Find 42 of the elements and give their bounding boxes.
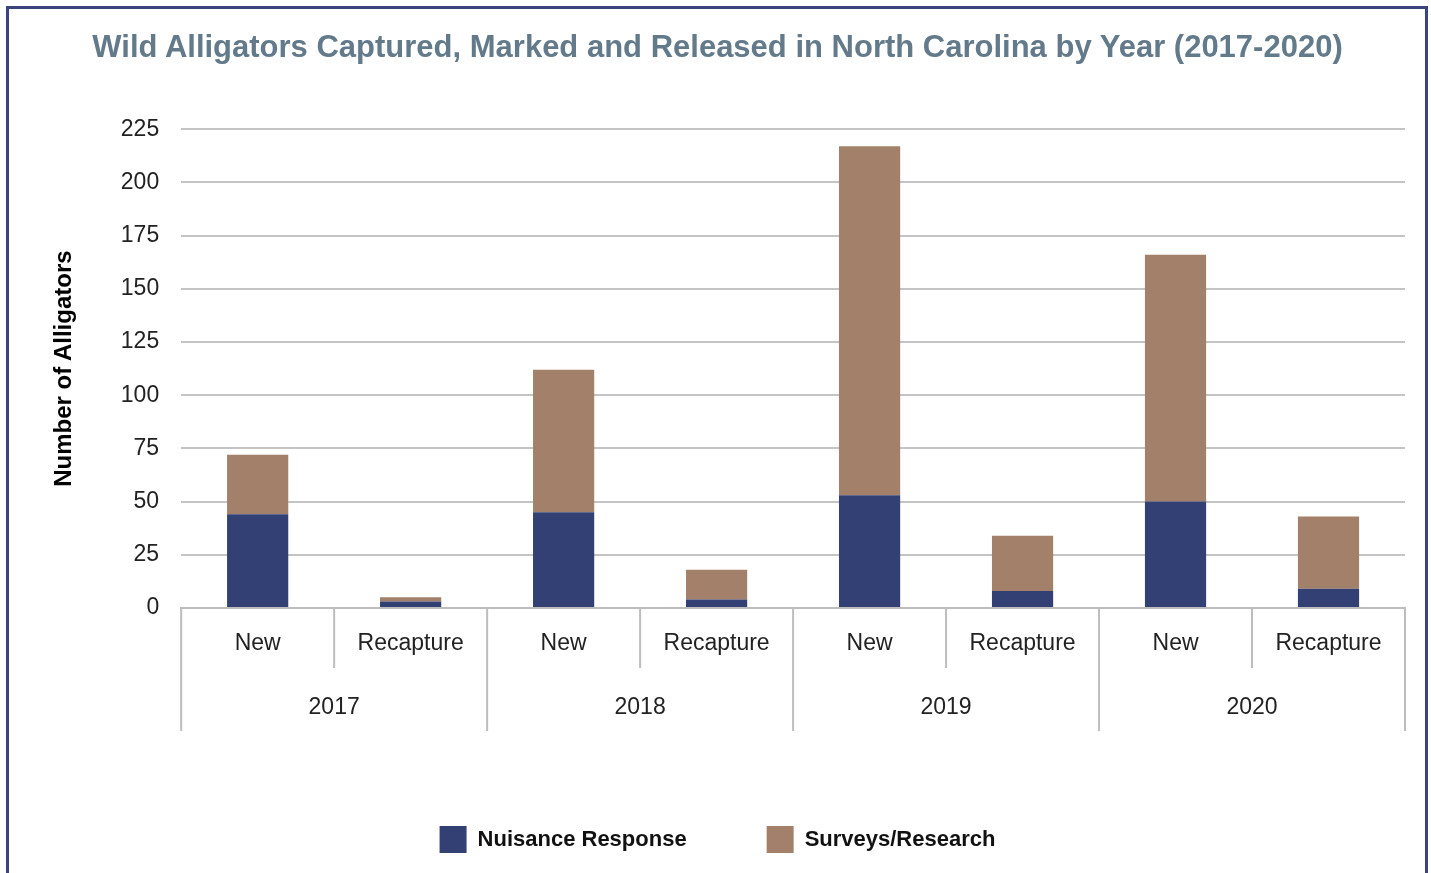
x-tick-label: New: [1152, 629, 1199, 656]
bar: [1144, 501, 1207, 607]
x-tick-label: New: [540, 629, 588, 656]
y-tick-label: 50: [133, 486, 160, 513]
x-tick-label: Recapture: [1275, 629, 1382, 656]
x-tick-label: New: [846, 629, 893, 656]
bar: [838, 495, 901, 607]
y-tick-label: 200: [120, 167, 160, 194]
bar: [991, 590, 1054, 607]
x-tick-label: Recapture: [969, 629, 1076, 656]
y-tick-label: 100: [120, 380, 160, 407]
text: 2017: [308, 693, 360, 720]
y-tick-label: 0: [146, 593, 160, 620]
legend-label: Nuisance Response: [477, 825, 687, 851]
x-tick-label: Recapture: [663, 629, 770, 656]
y-axis-title: Number of Alligators: [49, 250, 77, 487]
y-tick-label: 75: [133, 433, 160, 460]
text: 2018: [614, 693, 666, 720]
bar: [533, 369, 595, 513]
bar: [1297, 588, 1360, 607]
bar: [686, 569, 748, 600]
bar: [227, 454, 289, 515]
bar: [1297, 516, 1360, 589]
text: 2020: [1226, 693, 1278, 720]
y-tick-label: 150: [120, 274, 160, 301]
legend-label: Surveys/Research: [804, 825, 996, 851]
bar: [838, 146, 901, 496]
bar: [533, 512, 595, 607]
text: 2019: [920, 693, 972, 720]
y-tick-label: 175: [120, 220, 160, 247]
bar: [686, 599, 748, 607]
bar: [227, 514, 289, 607]
bar: [380, 597, 442, 602]
y-tick-label: 125: [120, 327, 160, 354]
x-tick-label: Recapture: [357, 629, 464, 656]
x-tick-label: New: [234, 629, 282, 656]
bar: [380, 601, 442, 607]
y-tick-label: 225: [120, 114, 160, 141]
bar: [991, 535, 1054, 591]
chart-title: Wild Alligators Captured, Marked and Released in North Carolina by Year (2017-2020): [92, 29, 1343, 65]
bar: [1144, 254, 1207, 502]
y-tick-label: 25: [133, 540, 160, 567]
